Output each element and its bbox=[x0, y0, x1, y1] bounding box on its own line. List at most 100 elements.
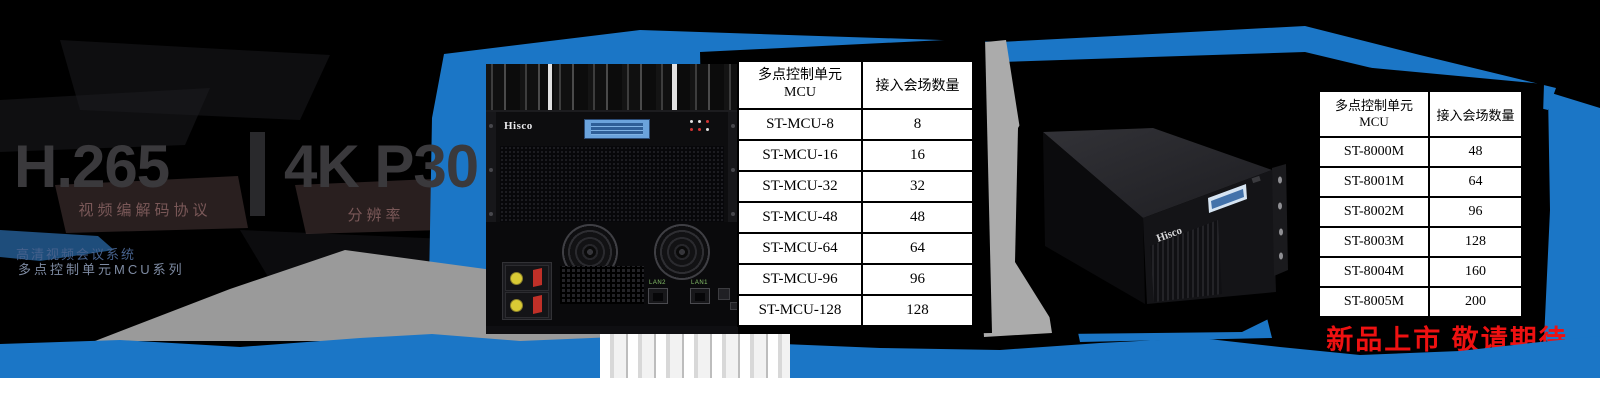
ear-hole-icon bbox=[1278, 176, 1282, 184]
white-bottom-strip bbox=[0, 378, 1600, 400]
capacity-cell: 64 bbox=[1428, 166, 1523, 198]
led-icon bbox=[698, 128, 701, 131]
capacity-cell: 96 bbox=[861, 263, 974, 296]
psu-handle-icon bbox=[533, 268, 542, 287]
model-cell: ST-8001M bbox=[1318, 166, 1430, 198]
capacity-cell: 32 bbox=[861, 170, 974, 203]
rack-rail-highlight bbox=[548, 64, 552, 116]
front-grille bbox=[1150, 220, 1222, 302]
led-icon bbox=[698, 120, 701, 123]
capacity-cell: 64 bbox=[861, 232, 974, 265]
rear-rail bbox=[486, 326, 738, 334]
model-cell: ST-MCU-16 bbox=[737, 139, 863, 172]
header-model-line2: MCU bbox=[1359, 114, 1389, 129]
power-supply-modules bbox=[502, 262, 552, 320]
screw-icon bbox=[731, 124, 735, 128]
table-row: ST-8003M 128 bbox=[1318, 226, 1523, 258]
ear-hole-icon bbox=[1279, 252, 1283, 260]
table-row: ST-MCU-96 96 bbox=[737, 263, 974, 296]
lcd-display bbox=[584, 119, 650, 139]
led-indicators bbox=[690, 120, 716, 138]
maroon-shape bbox=[295, 179, 442, 234]
screw-icon bbox=[489, 168, 493, 172]
led-icon bbox=[706, 120, 709, 123]
table-row: ST-8002M 96 bbox=[1318, 196, 1523, 228]
lcd-screen bbox=[1211, 189, 1244, 209]
model-cell: ST-8000M bbox=[1318, 136, 1430, 168]
capacity-cell: 160 bbox=[1428, 256, 1523, 288]
screw-icon bbox=[489, 212, 493, 216]
led-icon bbox=[706, 128, 709, 131]
table-row: ST-8000M 48 bbox=[1318, 136, 1523, 168]
header-model-line1: 多点控制单元 bbox=[1334, 98, 1413, 114]
rack-ear-right bbox=[728, 112, 738, 232]
rack-ear-right bbox=[1272, 164, 1288, 276]
header-model: 多点控制单元 MCU bbox=[737, 60, 863, 110]
capacity-cell: 128 bbox=[1428, 226, 1523, 258]
rack-ear-left bbox=[486, 112, 496, 232]
capacity-cell: 200 bbox=[1428, 286, 1523, 318]
table-row: ST-MCU-128 128 bbox=[737, 294, 974, 327]
model-cell: ST-8005M bbox=[1318, 286, 1430, 318]
capacity-cell: 8 bbox=[861, 108, 974, 141]
model-cell: ST-MCU-32 bbox=[737, 170, 863, 203]
table-row: ST-8001M 64 bbox=[1318, 166, 1523, 198]
screw-icon bbox=[489, 124, 493, 128]
led-icon bbox=[690, 128, 693, 131]
chassis-left-face bbox=[1043, 132, 1145, 304]
model-cell: ST-MCU-128 bbox=[737, 294, 863, 327]
rack-background bbox=[486, 64, 738, 116]
psu-module bbox=[505, 265, 549, 291]
header-model: 多点控制单元 MCU bbox=[1318, 90, 1430, 138]
table-row: ST-8005M 200 bbox=[1318, 286, 1523, 318]
header-capacity: 接入会场数量 bbox=[1428, 90, 1523, 138]
capacity-cell: 48 bbox=[861, 201, 974, 234]
capacity-cell: 128 bbox=[861, 294, 974, 327]
table-row: ST-MCU-64 64 bbox=[737, 232, 974, 265]
blue-band-topright bbox=[1000, 26, 1556, 110]
mcu-front-photo: Hisco bbox=[486, 64, 738, 232]
table-row: ST-MCU-8 8 bbox=[737, 108, 974, 141]
lan2-label: LAN2 bbox=[649, 280, 667, 286]
table-row: ST-8004M 160 bbox=[1318, 256, 1523, 288]
mcu-spec-table-large: 多点控制单元 MCU 接入会场数量 ST-8000M 48 ST-8001M 64 … bbox=[1318, 90, 1523, 318]
table-row: ST-MCU-16 16 bbox=[737, 139, 974, 172]
psu-cap-icon bbox=[510, 299, 523, 312]
model-cell: ST-8004M bbox=[1318, 256, 1430, 288]
ventilation-grille bbox=[500, 146, 724, 224]
maroon-shape bbox=[55, 176, 248, 233]
lan1-label: LAN1 bbox=[691, 280, 709, 286]
model-cell: ST-8002M bbox=[1318, 196, 1430, 228]
navy-wedge bbox=[0, 230, 114, 261]
blue-edge-right bbox=[1544, 92, 1600, 356]
subtitle-codec: 视频编解码协议 bbox=[78, 202, 212, 219]
tagline-line2: 多点控制单元MCU系列 bbox=[18, 262, 185, 277]
brand-label: Hisco bbox=[504, 120, 533, 132]
table-header-row: 多点控制单元 MCU 接入会场数量 bbox=[737, 60, 974, 110]
indicator-block bbox=[1251, 175, 1261, 184]
model-cell: ST-8003M bbox=[1318, 226, 1430, 258]
rack-rail-highlight bbox=[672, 64, 677, 116]
mcu-perspective-photo: Hisco bbox=[1043, 128, 1288, 304]
front-panel: Hisco bbox=[486, 110, 738, 232]
usb-port bbox=[718, 288, 730, 300]
psu-cap-icon bbox=[510, 272, 523, 285]
headline-h265: H.265 bbox=[14, 133, 170, 200]
led-icon bbox=[690, 120, 693, 123]
table-header-row: 多点控制单元 MCU 接入会场数量 bbox=[1318, 90, 1523, 138]
table-row: ST-MCU-48 48 bbox=[737, 201, 974, 234]
model-cell: ST-MCU-8 bbox=[737, 108, 863, 141]
subtitle-resolution: 分辨率 bbox=[347, 207, 405, 224]
headline-divider bbox=[250, 132, 265, 216]
model-cell: ST-MCU-64 bbox=[737, 232, 863, 265]
fan-icon bbox=[654, 224, 710, 280]
capacity-cell: 96 bbox=[1428, 196, 1523, 228]
rear-vent-grid bbox=[560, 266, 644, 304]
capacity-cell: 16 bbox=[861, 139, 974, 172]
blue-bottom-band bbox=[0, 334, 1600, 378]
lan-port bbox=[648, 288, 668, 304]
chassis-top-face bbox=[1043, 128, 1272, 218]
header-model-line1: 多点控制单元 bbox=[758, 68, 842, 84]
